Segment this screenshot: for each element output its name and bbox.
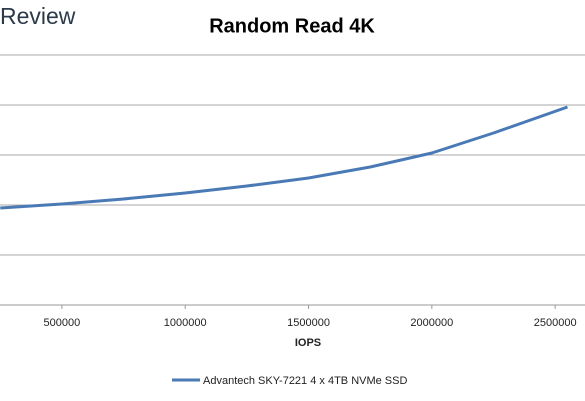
- x-axis-label: IOPS: [295, 337, 321, 349]
- data-line: [0, 105, 568, 210]
- x-tick-label: 1500000: [287, 317, 330, 329]
- x-tick-label: 500000: [44, 317, 81, 329]
- chart-title: Random Read 4K: [209, 15, 375, 37]
- x-tick-label: 2000000: [410, 317, 453, 329]
- x-tick-label: 2500000: [534, 317, 577, 329]
- watermark: Review: [0, 3, 76, 29]
- x-tick-label: 1000000: [164, 317, 207, 329]
- legend-label: Advantech SKY-7221 4 x 4TB NVMe SSD: [203, 375, 407, 387]
